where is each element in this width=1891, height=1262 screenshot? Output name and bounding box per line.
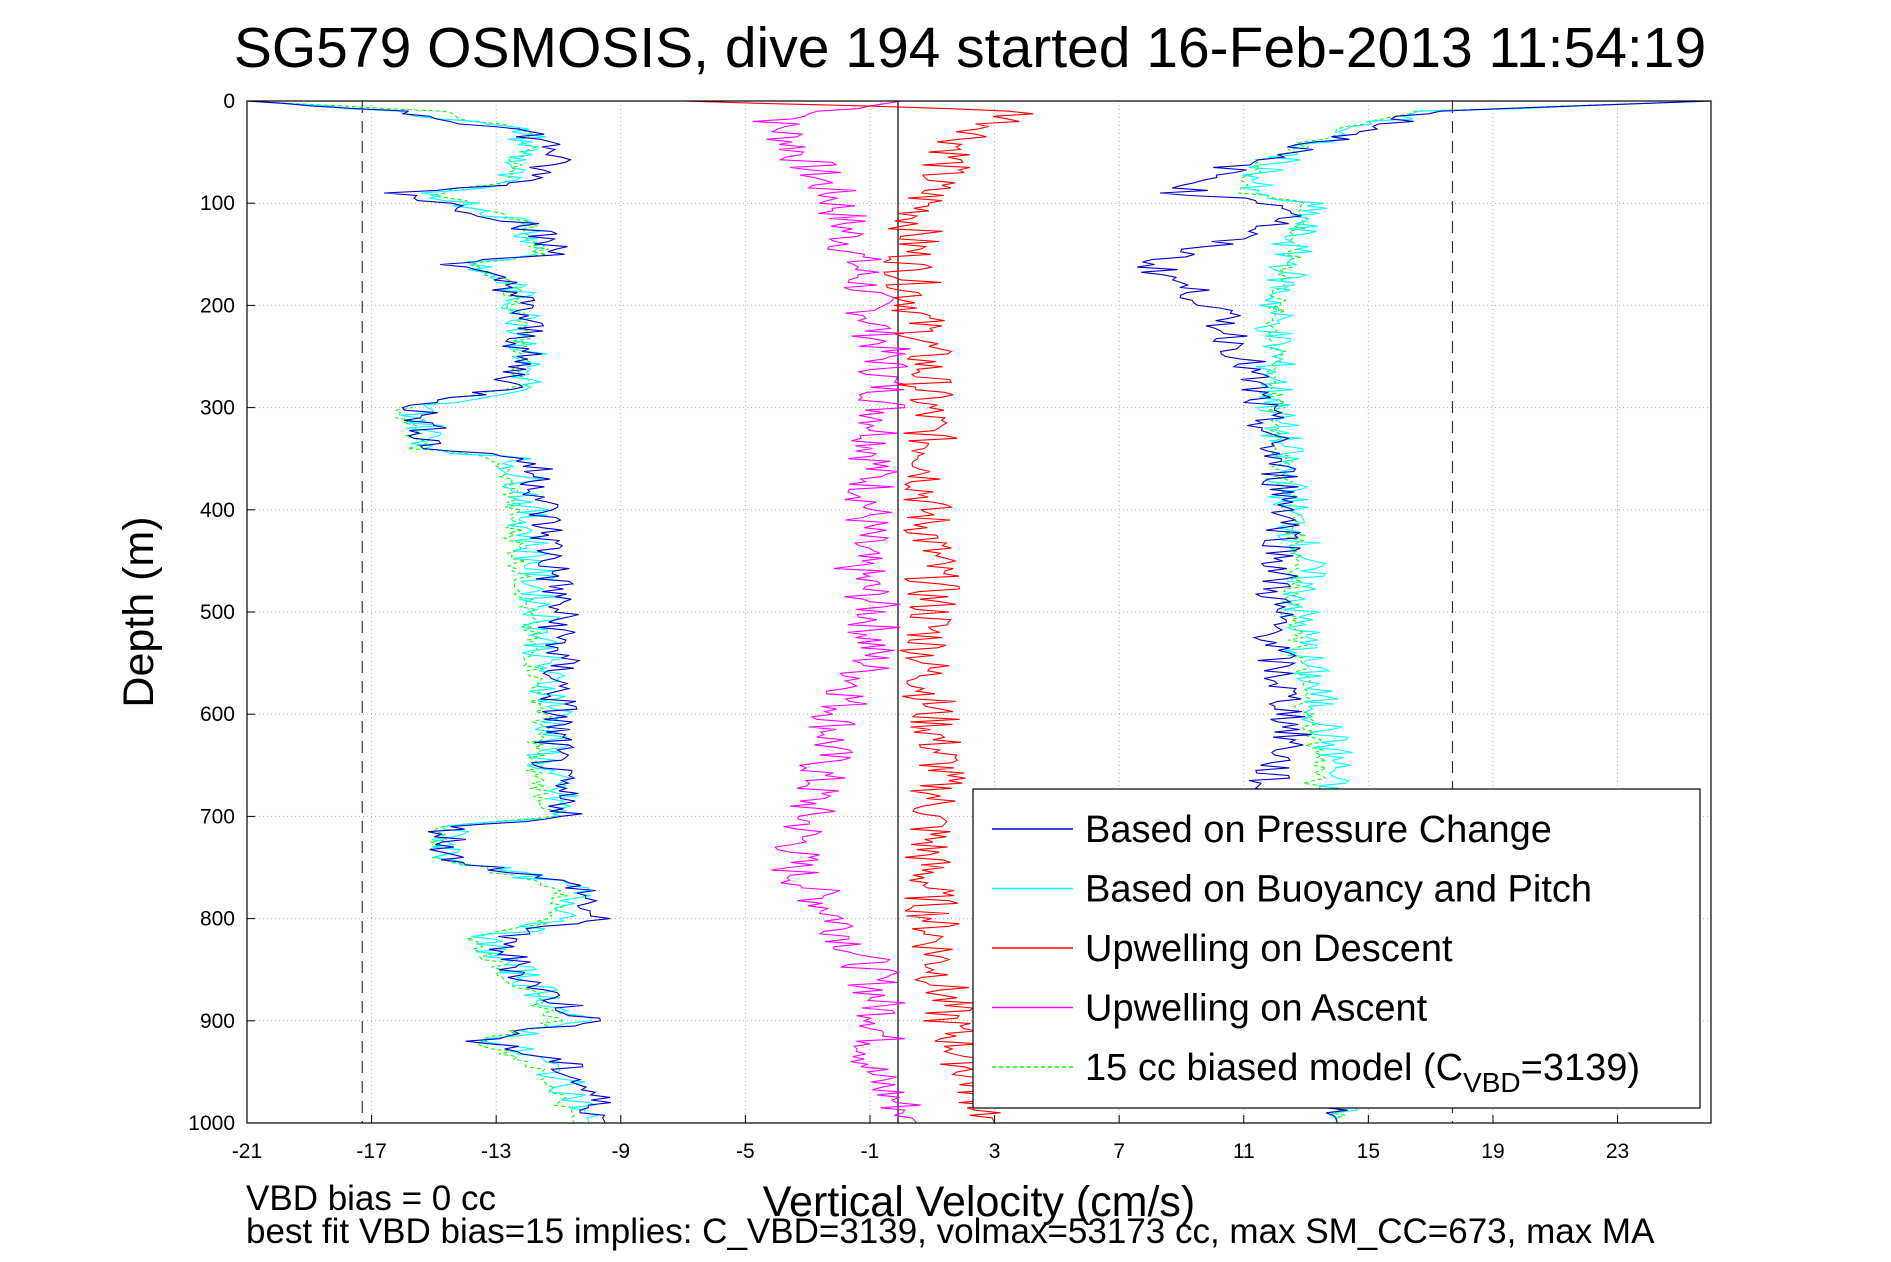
y-tick-label: 900 [200, 1010, 235, 1033]
x-tick-label: 7 [1113, 1140, 1125, 1163]
x-tick-label: -13 [481, 1140, 511, 1163]
y-tick-label: 200 [200, 294, 235, 317]
series-upwelling-on-descent [683, 100, 1034, 1124]
y-tick-label: 0 [223, 90, 235, 113]
footer-best-fit: best fit VBD bias=15 implies: C_VBD=3139… [246, 1212, 1655, 1251]
y-tick-label: 700 [200, 805, 235, 828]
series-based-on-buoyancy-and-pitch-descent [246, 100, 599, 1124]
x-tick-label: -5 [736, 1140, 755, 1163]
legend-label-model: 15 cc biased model (CVBD=3139) [1085, 1047, 1640, 1098]
x-tick-label: -9 [611, 1140, 630, 1163]
x-tick-label: 11 [1233, 1140, 1255, 1163]
y-tick-label: 600 [200, 703, 235, 726]
legend-text: Upwelling on Descent [1085, 928, 1453, 970]
legend: Based on Pressure Change Based on Buoyanc… [972, 788, 1701, 1109]
x-tick-label: -17 [356, 1140, 386, 1163]
series-based-on-pressure-change-descent [246, 100, 611, 1124]
y-tick-label: 100 [200, 192, 235, 215]
series-upwelling-on-ascent [752, 100, 921, 1124]
y-tick-label: 1000 [188, 1112, 235, 1135]
x-tick-label: -1 [861, 1140, 880, 1163]
legend-text: Based on Pressure Change [1085, 809, 1552, 851]
legend-text: 15 cc biased model (C [1085, 1047, 1463, 1089]
x-tick-label: 23 [1606, 1140, 1629, 1163]
series-15-cc-biased-model-ascent [1237, 100, 1712, 1124]
legend-tail: =3139) [1521, 1047, 1640, 1089]
y-tick-label: 300 [200, 397, 235, 420]
legend-subscript: VBD [1463, 1067, 1521, 1098]
legend-text: Upwelling on Ascent [1085, 988, 1428, 1030]
footer-vbd-bias: VBD bias = 0 cc [246, 1179, 496, 1218]
x-tick-label: 3 [989, 1140, 1001, 1163]
legend-text: Based on Buoyancy and Pitch [1085, 869, 1592, 911]
legend-box [972, 788, 1701, 1109]
legend-label-descent: Upwelling on Descent [1085, 928, 1453, 970]
ticks: -21 -17 -13 -9 -5 -1 3 7 11 15 19 23010020030040050… [188, 90, 1629, 1163]
chart-title: SG579 OSMOSIS, dive 194 started 16-Feb-2… [234, 16, 1706, 80]
legend-label-buoyancy: Based on Buoyancy and Pitch [1085, 869, 1592, 911]
x-tick-label: -21 [232, 1140, 262, 1163]
y-tick-label: 800 [200, 908, 235, 931]
x-tick-label: 19 [1481, 1140, 1504, 1163]
x-tick-label: 15 [1357, 1140, 1380, 1163]
legend-label-pressure: Based on Pressure Change [1085, 809, 1552, 851]
y-axis-label: Depth (m) [115, 516, 163, 707]
legend-label-ascent: Upwelling on Ascent [1085, 988, 1428, 1030]
x-axis-label: Vertical Velocity (cm/s) [763, 1178, 1196, 1226]
y-tick-label: 400 [200, 499, 235, 522]
y-tick-label: 500 [200, 601, 235, 624]
